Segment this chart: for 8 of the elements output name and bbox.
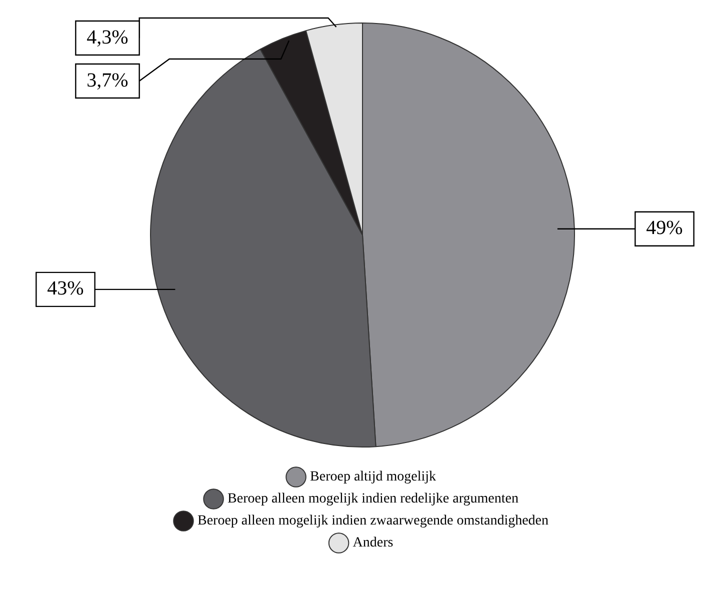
legend-label: Beroep alleen mogelijk indien zwaarwegende omstandigheden: [197, 514, 549, 529]
data-label: 4,3%: [86, 26, 128, 48]
legend-label: Beroep alleen mogelijk indien redelijke argumenten: [228, 492, 518, 507]
data-label: 3,7%: [86, 69, 128, 92]
legend-label: Beroep altijd mogelijk: [310, 470, 436, 485]
data-label: 49%: [646, 217, 683, 240]
data-label: 43%: [47, 278, 84, 300]
legend-label: Anders: [352, 536, 394, 551]
